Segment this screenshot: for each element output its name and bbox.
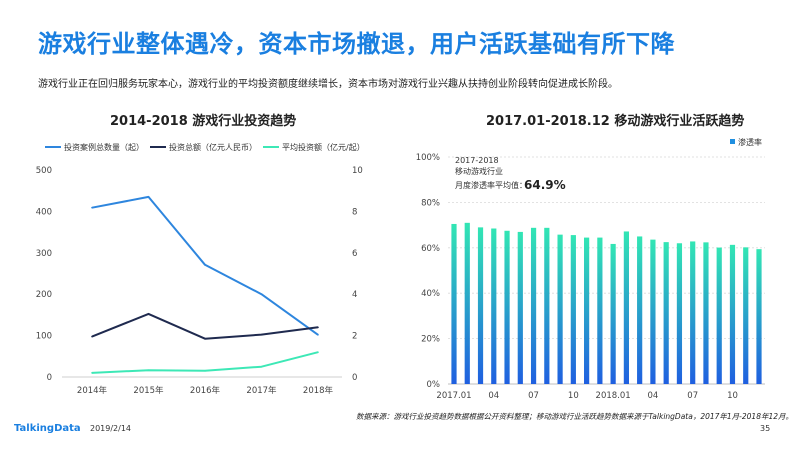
data-point xyxy=(317,326,319,329)
bar xyxy=(504,230,510,384)
y-tick-label: 20% xyxy=(421,335,440,345)
legend-label: 投资案例总数量（起） xyxy=(64,142,144,152)
bar xyxy=(690,241,696,384)
y-right-tick-label: 6 xyxy=(352,249,357,259)
bar xyxy=(477,227,484,384)
investment-chart-title: 2014-2018 游戏行业投资趋势 xyxy=(110,114,297,129)
bar xyxy=(610,243,616,384)
y-left-tick-label: 500 xyxy=(36,166,52,176)
data-source-note: 数据来源：游戏行业投资趋势数据根据公开资料整理；移动游戏行业活跃趋势数据来源于T… xyxy=(356,412,794,421)
x-tick-label: 2014年 xyxy=(77,385,108,396)
x-tick-label: 2017年 xyxy=(246,385,277,396)
data-point xyxy=(260,293,263,295)
legend-label: 平均投资额（亿元/起） xyxy=(282,142,365,152)
bar xyxy=(729,244,736,384)
bar xyxy=(716,247,722,384)
data-point xyxy=(147,369,150,371)
series-line-3 xyxy=(91,351,319,374)
page-subtitle: 游戏行业正在回归服务玩家本心，游戏行业的平均投资额度继续增长，资本市场对游戏行业… xyxy=(38,79,618,90)
y-tick-label: 60% xyxy=(421,244,440,254)
y-left-tick-label: 0 xyxy=(47,373,52,383)
bar xyxy=(743,247,749,384)
bar xyxy=(451,223,457,384)
y-left-tick-label: 100 xyxy=(36,332,52,342)
bar xyxy=(557,234,563,384)
annotation-line-1: 2017-2018 xyxy=(455,156,499,165)
x-tick-label: 2018.01 xyxy=(596,391,631,401)
series-line-1 xyxy=(91,195,319,336)
legend-label: 渗透率 xyxy=(738,137,762,147)
y-tick-label: 100% xyxy=(416,153,440,163)
bar xyxy=(570,235,576,384)
bar xyxy=(530,227,537,384)
x-tick-label: 07 xyxy=(528,391,539,401)
series-line-2 xyxy=(91,312,319,340)
brand-logo: TalkingData xyxy=(14,423,81,434)
x-tick-label: 2016年 xyxy=(190,385,221,396)
y-tick-label: 40% xyxy=(421,289,440,299)
page-number: 35 xyxy=(760,424,771,433)
x-tick-label: 2018年 xyxy=(303,385,334,396)
bar xyxy=(517,231,523,384)
bar xyxy=(756,249,762,384)
bar xyxy=(544,227,550,384)
y-left-tick-label: 200 xyxy=(36,290,52,300)
legend-swatch xyxy=(730,139,735,144)
y-right-tick-label: 0 xyxy=(352,373,357,383)
bar xyxy=(491,228,497,384)
data-point xyxy=(91,206,93,209)
y-left-tick-label: 400 xyxy=(36,207,52,217)
x-tick-label: 10 xyxy=(727,391,738,401)
page-title: 游戏行业整体遇冷，资本市场撤退，用户活跃基础有所下降 xyxy=(38,30,675,58)
data-point xyxy=(317,351,319,353)
y-tick-label: 80% xyxy=(421,198,440,208)
annotation-line-3: 月度渗透率平均值： xyxy=(455,180,527,190)
data-point xyxy=(91,335,93,338)
x-tick-label: 04 xyxy=(647,391,658,401)
y-right-tick-label: 10 xyxy=(352,166,363,176)
y-left-tick-label: 300 xyxy=(36,249,52,259)
y-right-tick-label: 8 xyxy=(352,207,357,217)
data-point xyxy=(91,372,93,374)
data-point xyxy=(147,196,150,198)
x-tick-label: 04 xyxy=(488,391,499,401)
data-point xyxy=(204,369,206,372)
y-right-tick-label: 2 xyxy=(352,332,357,342)
data-point xyxy=(147,313,150,315)
x-tick-label: 2015年 xyxy=(133,385,164,396)
bar xyxy=(676,243,683,384)
y-right-tick-label: 4 xyxy=(352,290,357,300)
data-point xyxy=(260,365,263,368)
activity-trend-chart: 0% 20% 40% 60% 80% 100% 2017.01 04 07 10 2018.01 04… xyxy=(416,137,765,401)
annotation-value: 64.9% xyxy=(524,178,566,192)
bar xyxy=(464,222,470,384)
data-point xyxy=(317,333,319,336)
legend-label: 投资总额（亿元人民币） xyxy=(169,142,257,152)
data-point xyxy=(204,264,206,266)
bar xyxy=(637,236,643,384)
footer-date: 2019/2/14 xyxy=(90,424,132,433)
bar xyxy=(584,237,590,384)
bar xyxy=(623,231,629,384)
annotation-line-2: 移动游戏行业 xyxy=(455,166,503,176)
bar xyxy=(597,237,603,384)
bar xyxy=(650,239,656,384)
data-point xyxy=(260,333,263,336)
data-point xyxy=(204,337,206,340)
bar xyxy=(663,242,669,384)
investment-trend-chart: 投资案例总数量（起） 投资总额（亿元人民币） 平均投资额（亿元/起）01002003… xyxy=(36,142,365,396)
x-tick-label: 07 xyxy=(687,391,698,401)
x-tick-label: 2017.01 xyxy=(436,391,471,401)
x-tick-label: 10 xyxy=(568,391,579,401)
bar xyxy=(703,242,709,384)
y-tick-label: 0% xyxy=(427,380,441,390)
activity-chart-title: 2017.01-2018.12 移动游戏行业活跃趋势 xyxy=(486,114,745,129)
